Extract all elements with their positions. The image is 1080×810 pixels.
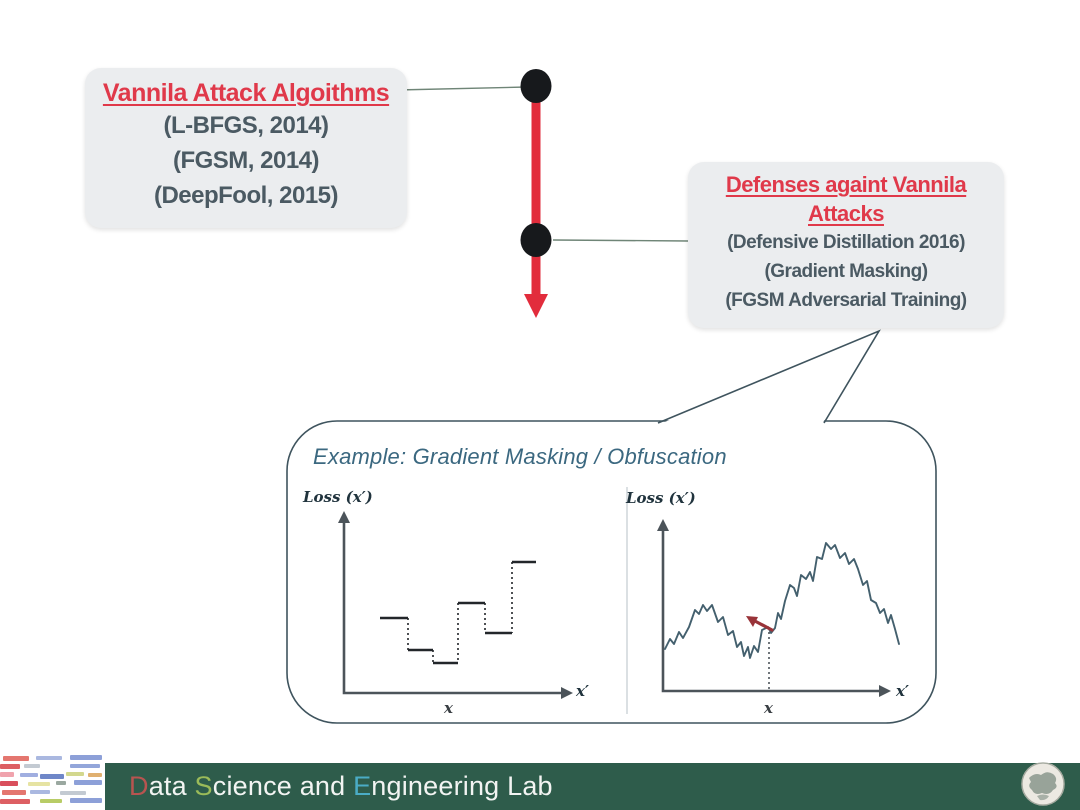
glitch-block bbox=[70, 798, 102, 803]
glitch-block bbox=[66, 772, 84, 776]
lab-name-segment: ngineering Lab bbox=[371, 771, 553, 801]
glitch-block bbox=[0, 799, 30, 804]
defense-item-adv-training: (FGSM Adversarial Training) bbox=[725, 290, 967, 311]
glitch-block bbox=[28, 782, 50, 786]
connector-attackbox-to-node bbox=[396, 86, 528, 91]
glitch-block bbox=[70, 764, 100, 768]
left-chart-x-marker: x bbox=[444, 699, 453, 717]
right-chart-xaxis-arrow-icon bbox=[879, 685, 891, 697]
glitch-block bbox=[0, 772, 14, 777]
glitch-block bbox=[3, 756, 29, 761]
lab-name-segment: cience and bbox=[212, 771, 354, 801]
glitch-block bbox=[0, 764, 20, 769]
timeline-node-top bbox=[520, 69, 552, 103]
glitch-block bbox=[40, 774, 64, 779]
footer-glitch-logo bbox=[0, 752, 105, 810]
defenses-title: Defenses againt Vannila Attacks bbox=[725, 172, 967, 226]
timeline-node-bottom bbox=[520, 223, 552, 257]
right-chart-xlabel: x′ bbox=[896, 682, 909, 700]
glitch-block bbox=[88, 773, 102, 777]
glitch-block bbox=[24, 764, 40, 768]
right-chart-x-marker: x bbox=[764, 699, 773, 717]
glitch-block bbox=[2, 790, 26, 795]
vanilla-attacks-box: Vannila Attack Algoithms (L-BFGS, 2014) … bbox=[85, 68, 407, 228]
speech-bubble-tail-outline bbox=[657, 329, 881, 424]
connector-node-to-defensebox bbox=[552, 239, 689, 242]
lab-name-segment: ata bbox=[148, 771, 195, 801]
vanilla-attacks-title: Vannila Attack Algoithms bbox=[102, 79, 390, 107]
footer-bar: Data Science and Engineering Lab bbox=[105, 763, 1080, 810]
attack-item-fgsm: (FGSM, 2014) bbox=[172, 147, 320, 174]
right-chart-ylabel: Loss (x′) bbox=[626, 489, 696, 507]
right-chart-yaxis-arrow-icon bbox=[657, 519, 669, 531]
glitch-block bbox=[30, 790, 50, 794]
glitch-block bbox=[40, 799, 62, 803]
attack-item-deepfool: (DeepFool, 2015) bbox=[153, 182, 339, 209]
lab-name-segment: D bbox=[129, 771, 149, 801]
glitch-block bbox=[36, 756, 62, 760]
glitch-block bbox=[56, 781, 66, 785]
left-chart-xlabel: x′ bbox=[576, 682, 589, 700]
right-chart-loss-curve bbox=[664, 542, 900, 659]
lab-name: Data Science and Engineering Lab bbox=[129, 763, 553, 810]
left-chart-xaxis-arrow-icon bbox=[561, 687, 573, 699]
right-chart-axes bbox=[661, 529, 884, 693]
lab-name-segment: S bbox=[194, 771, 213, 801]
speech-bubble-outline bbox=[286, 420, 937, 724]
speech-bubble-tail-fill bbox=[660, 332, 879, 424]
defenses-box: Defenses againt Vannila Attacks (Defensi… bbox=[688, 162, 1004, 328]
timeline-arrowhead-icon bbox=[524, 294, 548, 318]
left-chart-ylabel: Loss (x′) bbox=[303, 488, 373, 506]
left-chart-step-segments bbox=[380, 560, 536, 665]
glitch-block bbox=[60, 791, 86, 795]
lab-name-segment: E bbox=[353, 771, 372, 801]
glitch-block bbox=[20, 773, 38, 777]
glitch-block bbox=[74, 780, 102, 785]
defense-item-gradient-masking: (Gradient Masking) bbox=[764, 261, 928, 282]
glitch-block bbox=[0, 781, 18, 786]
globe-logo-icon bbox=[1021, 762, 1065, 806]
attack-item-lbfgs: (L-BFGS, 2014) bbox=[163, 112, 329, 139]
left-chart-step-risers-dotted bbox=[407, 562, 513, 663]
bubble-example-title: Example: Gradient Masking / Obfuscation bbox=[313, 444, 727, 469]
defense-item-distillation: (Defensive Distillation 2016) bbox=[727, 232, 965, 253]
glitch-block bbox=[70, 755, 102, 760]
gradient-arrow-line bbox=[751, 618, 774, 632]
left-chart-axes bbox=[342, 521, 566, 695]
gradient-arrow-head-icon bbox=[746, 616, 758, 627]
left-chart-yaxis-arrow-icon bbox=[338, 511, 350, 523]
